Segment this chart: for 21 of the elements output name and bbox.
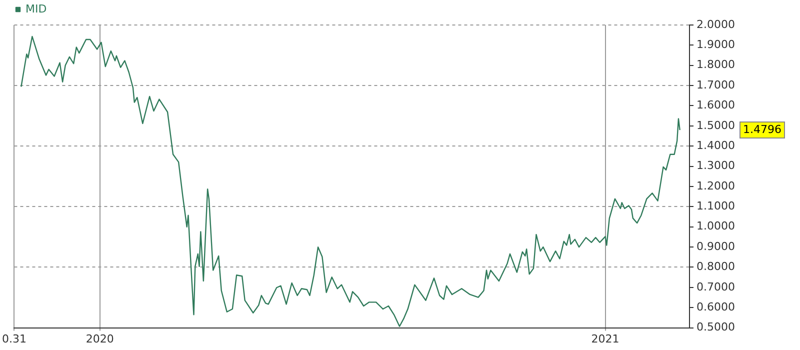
y-tick-label: 1.4000 xyxy=(696,138,736,152)
y-tick-label: 0.6000 xyxy=(696,300,736,314)
y-tick-label: 0.8000 xyxy=(696,260,736,274)
y-tick-label: 1.2000 xyxy=(696,179,736,192)
y-tick-label: 0.5000 xyxy=(696,320,736,334)
y-tick-label: 1.1000 xyxy=(696,200,736,213)
y-tick-label: 1.3000 xyxy=(696,159,736,172)
y-tick-label: 1.9000 xyxy=(696,38,736,52)
y-tick-label: 1.0000 xyxy=(696,220,736,233)
y-tick-label: 0.7000 xyxy=(696,280,736,294)
y-tick-label: 2.0000 xyxy=(696,18,736,31)
text: 1.4796 xyxy=(743,122,782,136)
x-tick-label: 2021 xyxy=(591,332,620,346)
legend-label: MID xyxy=(26,2,47,16)
y-tick-label: 0.9000 xyxy=(696,240,736,253)
y-tick-label: 1.7000 xyxy=(696,78,736,92)
x-tick-label: 0.31 xyxy=(2,332,26,346)
y-tick-label: 1.6000 xyxy=(696,98,736,112)
y-tick-label: 1.5000 xyxy=(696,118,736,132)
y-tick-label: 1.8000 xyxy=(696,58,736,72)
x-tick-label: 2020 xyxy=(86,332,114,346)
